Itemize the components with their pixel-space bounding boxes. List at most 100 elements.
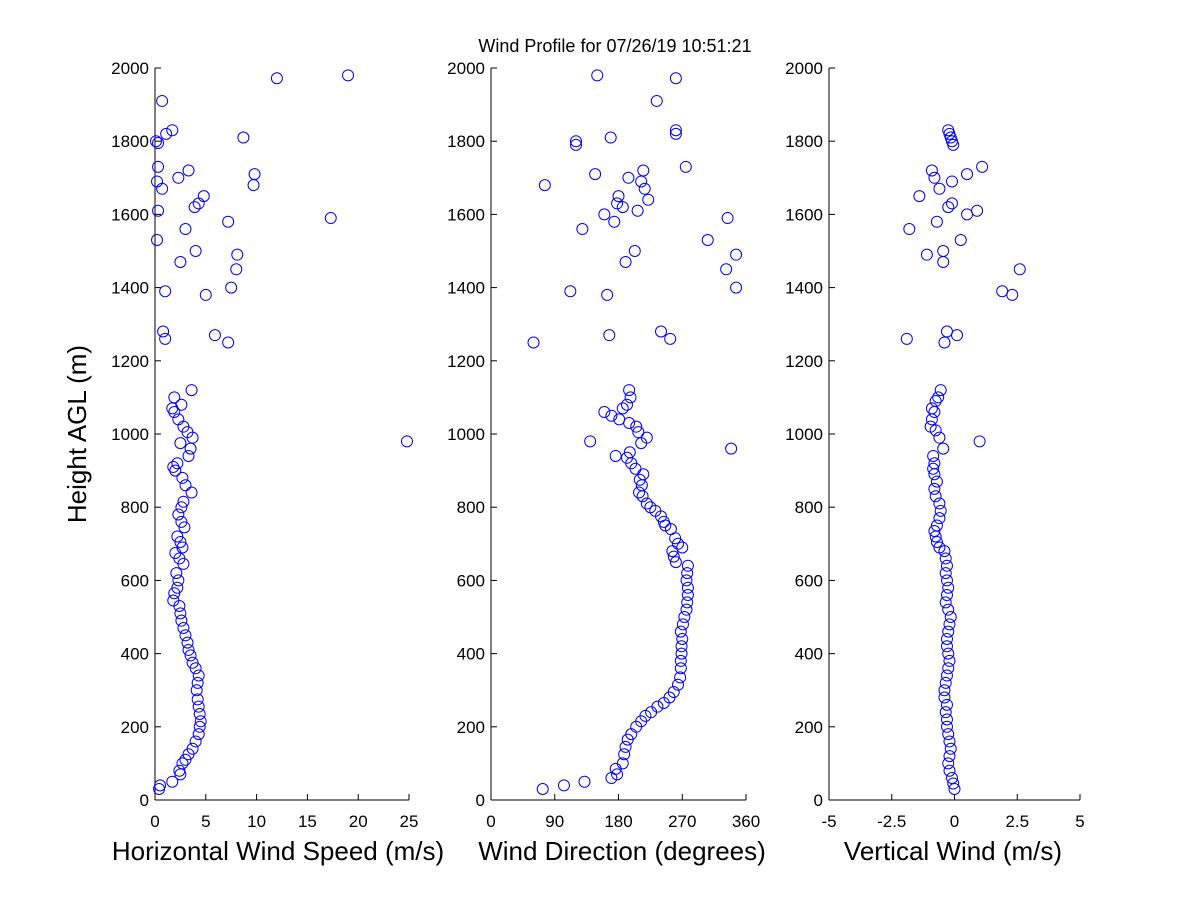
data-point: [628, 245, 641, 257]
data-point: [151, 175, 164, 188]
data-point: [943, 618, 956, 631]
x-tick-label: 5: [201, 812, 210, 831]
data-point: [171, 530, 184, 543]
data-point: [598, 208, 611, 221]
data-point: [237, 131, 250, 144]
y-tick-label: 1000: [111, 425, 149, 444]
data-point: [193, 720, 206, 733]
data-point: [947, 777, 960, 790]
data-point: [193, 707, 206, 720]
data-point: [182, 164, 195, 177]
data-point: [190, 684, 203, 697]
data-point: [680, 574, 693, 587]
data-point: [675, 647, 688, 660]
data-point: [179, 629, 192, 642]
data-point: [186, 656, 199, 669]
y-tick-label: 1200: [785, 352, 823, 371]
data-point: [168, 391, 181, 404]
data-point: [630, 420, 643, 433]
data-point: [605, 409, 618, 422]
data-point: [611, 768, 624, 781]
x-tick-label: 15: [298, 812, 317, 831]
data-point: [182, 643, 195, 656]
data-point: [933, 512, 946, 525]
data-point: [616, 757, 629, 770]
data-point: [150, 135, 163, 148]
data-point: [942, 647, 955, 660]
y-tick-label: 200: [121, 718, 149, 737]
data-point: [929, 490, 942, 503]
data-point: [933, 497, 946, 510]
data-point: [179, 479, 192, 492]
data-point: [678, 611, 691, 623]
data-point: [197, 190, 210, 203]
data-point: [667, 686, 680, 699]
data-point: [664, 332, 677, 345]
data-point: [681, 567, 694, 580]
data-point: [681, 596, 694, 609]
data-point: [608, 215, 621, 228]
data-point: [152, 204, 165, 217]
data-point: [940, 698, 953, 711]
data-point: [721, 212, 734, 225]
data-point: [940, 559, 953, 572]
data-point: [937, 442, 950, 455]
data-point: [940, 720, 953, 733]
data-point: [945, 772, 958, 785]
data-point: [939, 596, 952, 609]
y-tick-label: 200: [795, 718, 823, 737]
data-point: [937, 245, 950, 257]
x-tick-label: 0: [950, 812, 959, 831]
data-point: [612, 190, 625, 203]
data-point: [222, 215, 235, 228]
data-point: [928, 524, 941, 537]
data-point: [681, 581, 694, 594]
data-point: [903, 223, 916, 236]
x-tick-label: -2.5: [877, 812, 906, 831]
data-point: [324, 212, 337, 225]
data-point: [942, 662, 955, 675]
data-point: [939, 676, 952, 689]
data-point: [156, 94, 169, 107]
data-point: [189, 662, 202, 675]
data-point: [925, 164, 938, 177]
data-point: [943, 750, 956, 763]
data-point: [191, 693, 204, 706]
data-point: [166, 124, 179, 137]
x-tick-label: 270: [668, 812, 696, 831]
data-point: [680, 603, 693, 616]
data-point: [951, 329, 964, 342]
data-point: [942, 728, 955, 741]
data-point: [976, 160, 989, 173]
y-axis-label: Height AGL (m): [62, 345, 92, 523]
data-point: [1013, 263, 1026, 276]
data-point: [954, 234, 967, 247]
data-point: [928, 457, 941, 470]
data-point: [159, 285, 172, 298]
data-point: [225, 281, 238, 294]
data-point: [674, 654, 687, 667]
data-point: [679, 160, 692, 173]
data-point: [942, 625, 955, 638]
y-tick-label: 400: [457, 645, 485, 664]
data-point: [618, 748, 631, 761]
x-tick-label: 360: [732, 812, 760, 831]
data-point: [672, 537, 684, 550]
x-tick-label: 0: [486, 812, 495, 831]
data-point: [188, 201, 201, 214]
data-point: [932, 391, 945, 404]
data-point: [676, 632, 689, 645]
data-point: [208, 329, 221, 342]
data-point: [933, 182, 946, 195]
data-point: [928, 482, 941, 495]
data-point: [609, 449, 622, 462]
data-point: [973, 435, 986, 448]
data-point: [934, 504, 947, 517]
data-point: [681, 589, 694, 602]
y-tick-label: 1600: [111, 205, 149, 224]
x-tick-label: 20: [349, 812, 368, 831]
data-point: [616, 402, 629, 415]
data-point: [940, 632, 953, 645]
data-point: [939, 567, 952, 580]
